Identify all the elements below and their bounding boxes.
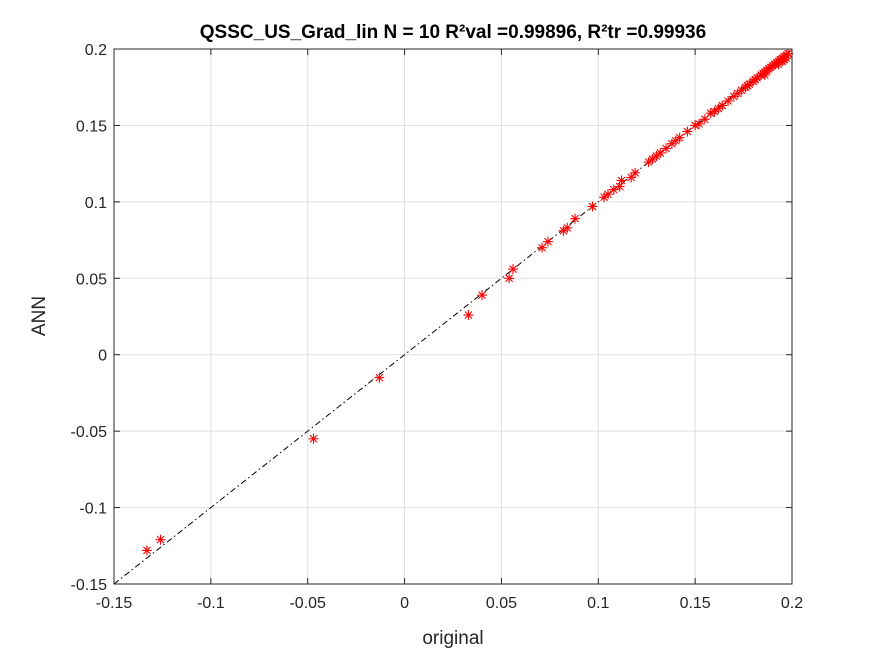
axis-ticks <box>113 48 793 585</box>
data-point <box>537 242 548 253</box>
x-tick-label: 0.05 <box>486 595 517 612</box>
data-points <box>141 48 794 556</box>
data-point <box>562 222 573 233</box>
data-point <box>542 236 553 247</box>
data-point <box>723 95 734 106</box>
data-point <box>630 167 641 178</box>
y-tick-label: 0 <box>98 348 107 365</box>
x-tick-label: 0 <box>400 595 409 612</box>
data-point <box>699 114 710 125</box>
data-point <box>674 132 685 143</box>
x-axis-label: original <box>422 628 483 649</box>
y-tick-label: 0.05 <box>76 271 107 288</box>
y-tick-label: -0.1 <box>79 501 107 518</box>
data-point <box>570 213 581 224</box>
data-point <box>616 175 627 186</box>
data-point <box>508 264 519 275</box>
data-point <box>308 433 319 444</box>
x-tick-label: 0.15 <box>680 595 711 612</box>
y-tick-labels: -0.15 -0.1 -0.05 0 0.05 0.1 0.15 0.2 <box>71 42 108 594</box>
data-point <box>783 48 794 59</box>
x-tick-label: -0.05 <box>289 595 326 612</box>
data-point <box>682 126 693 137</box>
data-point <box>587 201 598 212</box>
data-point <box>374 372 385 383</box>
x-tick-label: -0.15 <box>96 595 133 612</box>
plot-frame <box>113 48 793 585</box>
y-axis-label: ANN <box>29 296 50 336</box>
data-point <box>694 118 705 129</box>
chart-title: QSSC_US_Grad_lin N = 10 R²val =0.99896, … <box>200 22 706 43</box>
y-tick-label: -0.05 <box>71 424 108 441</box>
data-point <box>504 273 515 284</box>
data-point <box>661 143 672 154</box>
data-point <box>717 100 728 111</box>
data-point <box>655 147 666 158</box>
data-point <box>141 545 152 556</box>
data-point <box>647 154 658 165</box>
x-tick-labels: -0.15 -0.1 -0.05 0 0.05 0.1 0.15 0.2 <box>96 595 803 612</box>
y-tick-label: 0.1 <box>85 195 107 212</box>
y-tick-label: 0.2 <box>85 42 107 59</box>
data-point <box>602 189 613 200</box>
data-point <box>477 290 488 301</box>
y-tick-label: 0.15 <box>76 118 107 135</box>
x-tick-label: 0.2 <box>781 595 803 612</box>
data-point <box>463 309 474 320</box>
data-point <box>759 69 770 80</box>
y-tick-label: -0.15 <box>71 577 108 594</box>
x-tick-label: 0.1 <box>587 595 609 612</box>
x-tick-label: -0.1 <box>197 595 225 612</box>
data-point <box>155 534 166 545</box>
